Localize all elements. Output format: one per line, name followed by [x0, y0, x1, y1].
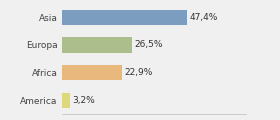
Text: 26,5%: 26,5% — [134, 41, 163, 49]
Text: 47,4%: 47,4% — [189, 13, 218, 22]
Bar — [62, 10, 187, 25]
Text: 22,9%: 22,9% — [125, 68, 153, 77]
Bar — [62, 65, 122, 80]
Bar — [62, 93, 70, 108]
Text: 3,2%: 3,2% — [73, 96, 95, 105]
Bar — [62, 37, 132, 53]
